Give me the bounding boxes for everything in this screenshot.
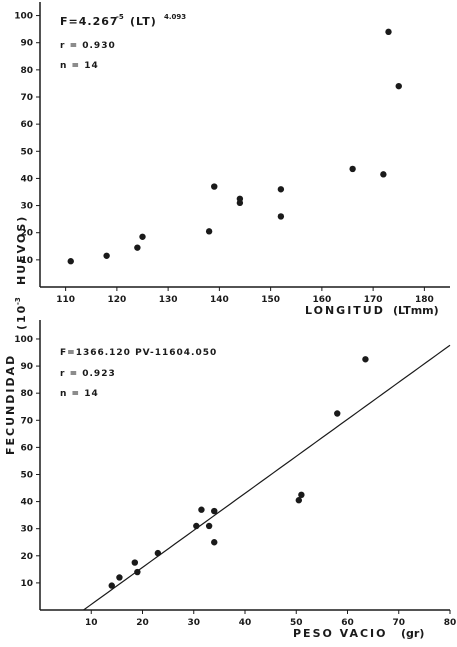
panel-longitud-y-tick-label: 30 [20, 202, 33, 212]
panel-longitud-r-value: r = 0.930 [60, 41, 116, 51]
panel-longitud-x-tick-label: 170 [364, 295, 383, 305]
panel-peso-data-point [198, 506, 205, 513]
panel-longitud-y-tick-label: 80 [20, 66, 33, 76]
panel-peso-xlabel-unit: (gr) [401, 627, 424, 640]
panel-longitud-y-tick-label: 90 [20, 39, 33, 49]
panel-longitud-x-tick-label: 150 [261, 295, 280, 305]
panel-longitud-xlabel-unit: (LTmm) [393, 304, 439, 317]
panel-peso-r-value: r = 0.923 [60, 369, 116, 379]
panel-longitud-x-tick-label: 130 [159, 295, 178, 305]
panel-longitud-x-tick-label: 160 [312, 295, 331, 305]
panel-peso-xlabel-main: PESO VACIO [293, 627, 387, 640]
chart-panel-longitud: 110 120 130 140 150 160 170 180 10 20 30 40 50 60 70 80… [14, 2, 450, 317]
panel-peso-x-tick-label: 40 [239, 618, 252, 628]
panel-longitud-data-point [395, 82, 402, 90]
ylabel-scale-open: (10 [15, 304, 28, 330]
panel-longitud-equation-exp: -5 [116, 13, 124, 21]
panel-peso-data-point [205, 522, 213, 530]
panel-longitud-y-tick-label: 10 [20, 256, 33, 266]
shared-ylabel: FECUNDIDAD (10 -3 HUEVOS) [4, 215, 28, 455]
panel-peso-x-tick-label: 50 [290, 618, 303, 628]
panel-peso-data-point [295, 497, 303, 504]
panel-peso-x-tick-label: 30 [187, 618, 200, 628]
panel-longitud-data-point [236, 195, 244, 202]
ylabel-scale-exp: -3 [14, 297, 22, 305]
ylabel-huevos: HUEVOS) [15, 215, 28, 285]
panel-longitud-x-tick-label: 180 [415, 295, 434, 305]
panel-longitud-data-point [385, 28, 392, 36]
panel-peso-fit-line [83, 344, 451, 611]
panel-peso-data-point [298, 491, 305, 499]
ylabel-fecundidad: FECUNDIDAD [4, 354, 17, 455]
panel-peso-y-tick-label: 100 [14, 335, 33, 345]
panel-peso-n-value: n = 14 [60, 389, 99, 399]
panel-longitud-x-tick-label: 140 [210, 295, 229, 305]
panel-longitud-y-tick-label: 50 [20, 147, 33, 157]
panel-longitud-data-point [139, 233, 146, 240]
panel-longitud-equation-power: 4.093 [164, 13, 186, 21]
panel-longitud-data-point [67, 258, 74, 265]
panel-longitud-xlabel-main: LONGITUD [305, 304, 385, 317]
panel-peso-y-tick-label: 60 [20, 443, 33, 453]
panel-peso-x-tick-label: 20 [136, 618, 149, 628]
panel-peso-y-tick-label: 90 [20, 362, 33, 372]
panel-longitud-n-value: n = 14 [60, 61, 99, 71]
panel-peso-data-point [362, 356, 369, 363]
panel-peso-data-point [108, 582, 115, 589]
panel-longitud-x-tick-label: 120 [107, 295, 126, 305]
panel-peso-ticks: 10 20 30 40 50 60 70 80 10 20 30 40 50 60 70 80 90 100 [14, 335, 456, 628]
panel-longitud-data-point [103, 252, 110, 259]
panel-longitud-y-tick-label: 100 [14, 12, 33, 22]
panel-peso-x-tick-label: 10 [85, 618, 98, 628]
panel-longitud-y-tick-label: 40 [20, 174, 33, 184]
panel-longitud-data-point [211, 183, 218, 190]
panel-longitud-equation-body: (LT) [130, 15, 157, 28]
panel-longitud-data-point [205, 228, 213, 235]
panel-peso-y-tick-label: 20 [20, 552, 33, 562]
panel-longitud-equation-prefix: F=4.267 [60, 15, 119, 28]
panel-longitud-ticks: 110 120 130 140 150 160 170 180 10 20 30 40 50 60 70 80… [14, 12, 434, 305]
panel-peso-y-tick-label: 80 [20, 389, 33, 399]
panel-longitud-data-point [134, 244, 141, 251]
panel-longitud-y-tick-label: 20 [20, 229, 33, 239]
panel-longitud-data-point [277, 213, 285, 220]
panel-peso-x-tick-label: 80 [444, 618, 457, 628]
panel-peso-data-point [211, 539, 218, 546]
panel-peso-y-tick-label: 40 [20, 498, 33, 508]
chart-panel-peso-vacio: 10 20 30 40 50 60 70 80 10 20 30 40 50 60 70 80 90 100 F=… [14, 320, 456, 640]
panel-longitud-data-point [349, 165, 356, 173]
panel-peso-y-tick-label: 70 [20, 416, 33, 426]
panel-peso-x-tick-label: 60 [341, 618, 354, 628]
panel-peso-data-point [334, 410, 341, 417]
panel-longitud-y-tick-label: 70 [20, 93, 33, 103]
panel-longitud-data-point [380, 171, 387, 178]
panel-longitud-x-tick-label: 110 [56, 295, 75, 305]
panel-peso-y-tick-label: 30 [20, 525, 33, 535]
panel-peso-y-tick-label: 50 [20, 470, 33, 480]
panel-peso-y-tick-label: 10 [20, 579, 33, 589]
panel-peso-data-point [211, 507, 218, 515]
panel-peso-data-point [116, 574, 123, 581]
panel-peso-x-tick-label: 70 [392, 618, 405, 628]
panel-peso-equation: F=1366.120 PV-11604.050 [60, 348, 217, 358]
panel-peso-data-point [131, 559, 139, 566]
panel-longitud-y-tick-label: 60 [20, 120, 33, 130]
panel-peso-points [108, 356, 369, 589]
panel-longitud-data-point [277, 186, 285, 193]
panel-longitud-points [67, 28, 402, 265]
